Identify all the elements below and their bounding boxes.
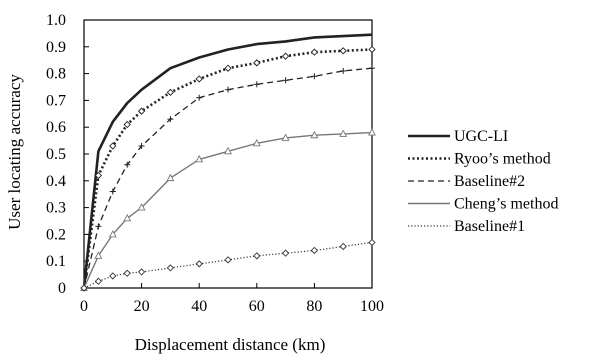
legend-label: UGC-LI bbox=[454, 128, 508, 145]
series-4 bbox=[80, 238, 376, 292]
legend-label: Cheng’s method bbox=[454, 196, 558, 213]
data-point-marker bbox=[196, 94, 203, 101]
data-point-marker bbox=[253, 81, 260, 88]
data-point-marker bbox=[369, 65, 375, 72]
x-tick-label: 40 bbox=[191, 298, 207, 315]
y-tick-label: 0.9 bbox=[46, 39, 66, 56]
data-point-marker bbox=[80, 284, 88, 292]
data-point-marker bbox=[166, 264, 175, 272]
x-tick-label: 60 bbox=[249, 298, 265, 315]
x-axis-ticks: 0 20 40 60 80 100 bbox=[80, 283, 384, 315]
data-point-marker bbox=[368, 45, 376, 54]
data-point-marker bbox=[224, 146, 232, 155]
x-axis-label: Displacement distance (km) bbox=[135, 335, 326, 354]
data-point-marker bbox=[368, 128, 376, 136]
data-point-marker bbox=[195, 75, 203, 83]
y-tick-label: 0.7 bbox=[46, 92, 66, 109]
data-point-marker bbox=[340, 67, 347, 74]
data-point-marker bbox=[310, 246, 319, 255]
x-tick-label: 100 bbox=[360, 298, 384, 315]
data-point-marker bbox=[282, 77, 289, 84]
y-tick-label: 0.2 bbox=[46, 226, 66, 243]
y-tick-label: 0.3 bbox=[46, 200, 66, 217]
data-point-marker bbox=[311, 73, 318, 80]
data-point-marker bbox=[281, 249, 290, 257]
data-point-marker bbox=[281, 52, 290, 60]
data-point-marker bbox=[368, 238, 376, 247]
y-tick-label: 0.4 bbox=[46, 173, 66, 190]
data-point-marker bbox=[138, 142, 145, 149]
x-tick-label: 20 bbox=[134, 298, 150, 315]
data-point-marker bbox=[109, 142, 117, 150]
data-point-marker bbox=[124, 161, 131, 168]
legend-label: Ryoo’s method bbox=[454, 151, 551, 168]
data-point-marker bbox=[195, 260, 203, 268]
series-0 bbox=[82, 33, 373, 289]
data-point-marker bbox=[94, 251, 103, 259]
data-point-marker bbox=[310, 130, 319, 139]
series-layer bbox=[80, 33, 376, 292]
data-point-marker bbox=[166, 88, 175, 96]
data-point-marker bbox=[281, 133, 290, 141]
x-tick-label: 0 bbox=[80, 298, 88, 315]
series-1 bbox=[80, 45, 376, 292]
data-point-marker bbox=[252, 138, 261, 147]
legend-label: Baseline#2 bbox=[454, 173, 525, 190]
data-point-marker bbox=[123, 269, 131, 277]
y-axis-label: User locating accuracy bbox=[5, 74, 24, 230]
series-line bbox=[83, 67, 373, 289]
data-point-marker bbox=[123, 213, 132, 222]
data-point-marker bbox=[95, 223, 102, 230]
data-point-marker bbox=[224, 64, 232, 72]
data-point-marker bbox=[137, 203, 146, 211]
data-point-marker bbox=[339, 129, 348, 137]
y-tick-label: 0.5 bbox=[46, 146, 66, 163]
data-point-marker bbox=[166, 173, 175, 182]
data-point-marker bbox=[195, 154, 204, 163]
data-point-marker bbox=[123, 120, 131, 129]
series-line bbox=[83, 241, 373, 289]
x-tick-label: 80 bbox=[306, 298, 322, 315]
data-point-marker bbox=[167, 116, 174, 123]
data-point-marker bbox=[109, 272, 117, 280]
series-line bbox=[82, 33, 373, 289]
data-point-marker bbox=[253, 252, 261, 260]
y-tick-label: 0.1 bbox=[46, 253, 66, 270]
legend-label: Baseline#1 bbox=[454, 218, 525, 235]
data-point-marker bbox=[253, 59, 261, 67]
legend: UGC-LI Ryoo’s method Baseline#2 Cheng’s met… bbox=[408, 128, 558, 235]
data-point-marker bbox=[339, 47, 347, 55]
y-tick-label: 1.0 bbox=[46, 12, 66, 29]
series-line bbox=[83, 131, 373, 289]
data-point-marker bbox=[339, 242, 347, 251]
y-tick-label: 0 bbox=[58, 280, 66, 297]
data-point-marker bbox=[94, 171, 103, 180]
y-axis-ticks: 0 0.1 0.2 0.3 0.4 0.5 0.6 0.7 0.8 0.9 1.0 bbox=[46, 12, 89, 297]
y-tick-label: 0.6 bbox=[46, 119, 66, 136]
series-3 bbox=[80, 128, 376, 291]
data-point-marker bbox=[108, 229, 117, 238]
data-point-marker bbox=[137, 107, 146, 115]
y-tick-label: 0.8 bbox=[46, 66, 66, 83]
data-point-marker bbox=[137, 268, 146, 276]
series-line bbox=[82, 48, 373, 289]
data-point-marker bbox=[310, 48, 319, 56]
data-point-marker bbox=[94, 277, 103, 285]
data-point-marker bbox=[225, 86, 231, 93]
data-point-marker bbox=[109, 188, 116, 195]
data-point-marker bbox=[224, 256, 232, 264]
